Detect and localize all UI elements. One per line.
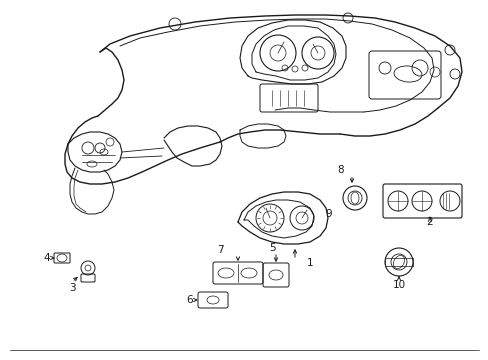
Text: 10: 10 xyxy=(392,280,405,290)
Text: 3: 3 xyxy=(68,283,75,293)
Text: 1: 1 xyxy=(306,258,313,268)
Text: 8: 8 xyxy=(337,165,344,175)
Text: 5: 5 xyxy=(268,243,275,253)
Text: 2: 2 xyxy=(426,217,432,227)
Text: 9: 9 xyxy=(325,209,332,219)
Text: 4: 4 xyxy=(43,253,50,263)
Text: 6: 6 xyxy=(186,295,193,305)
Text: 7: 7 xyxy=(216,245,223,255)
